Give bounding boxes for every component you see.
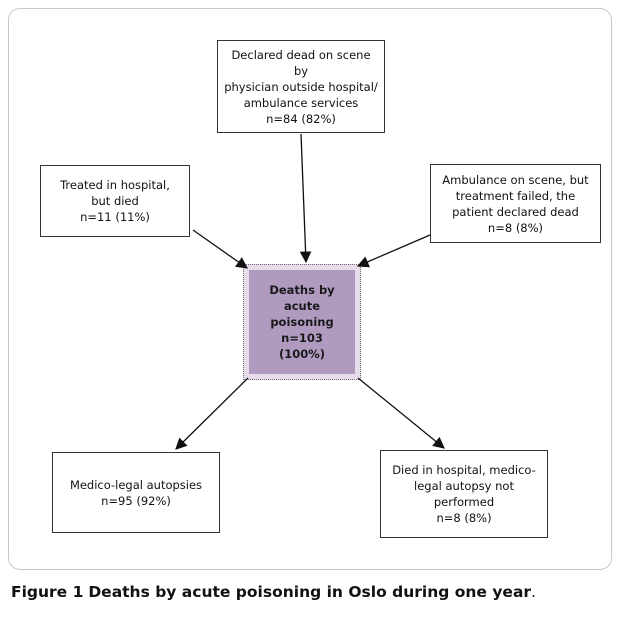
autopsies-text: Medico-legal autopsies n=95 (92%) (69, 477, 203, 508)
treated-in-hospital-text: Treated in hospital, but died n=11 (11%) (60, 178, 170, 224)
ambulance-box: Ambulance on scene, but treatment failed… (430, 164, 601, 243)
arrow-center-to-no-autopsy (357, 377, 445, 449)
figure-title: Deaths by acute poisoning in Oslo during… (88, 583, 532, 601)
declared-dead-box: Declared dead on scene by physician outs… (217, 40, 385, 133)
ambulance-text: Ambulance on scene, but treatment failed… (442, 172, 589, 235)
center-text: Deaths by acute poisoning n=103 (100%) (269, 283, 335, 361)
figure-caption: Figure 1 Deaths by acute poisoning in Os… (11, 583, 536, 601)
figure-label: Figure 1 (11, 583, 84, 601)
autopsies-box: Medico-legal autopsies n=95 (92%) (52, 452, 220, 533)
caption-period: . (531, 583, 536, 601)
arrow-ambulance-to-center (356, 234, 431, 268)
treated-in-hospital-box: Treated in hospital, but died n=11 (11%) (40, 165, 190, 237)
arrow-center-to-autopsies (175, 377, 249, 450)
figure-frame (8, 8, 612, 570)
arrow-declared-to-center (299, 133, 312, 264)
arrow-treated-to-center (192, 229, 248, 269)
died-no-autopsy-text: Died in hospital, medico- legal autopsy … (392, 463, 536, 525)
center-box: Deaths by acute poisoning n=103 (100%) (249, 270, 355, 374)
died-no-autopsy-box: Died in hospital, medico- legal autopsy … (380, 450, 548, 538)
declared-dead-text: Declared dead on scene by physician outs… (224, 47, 378, 126)
